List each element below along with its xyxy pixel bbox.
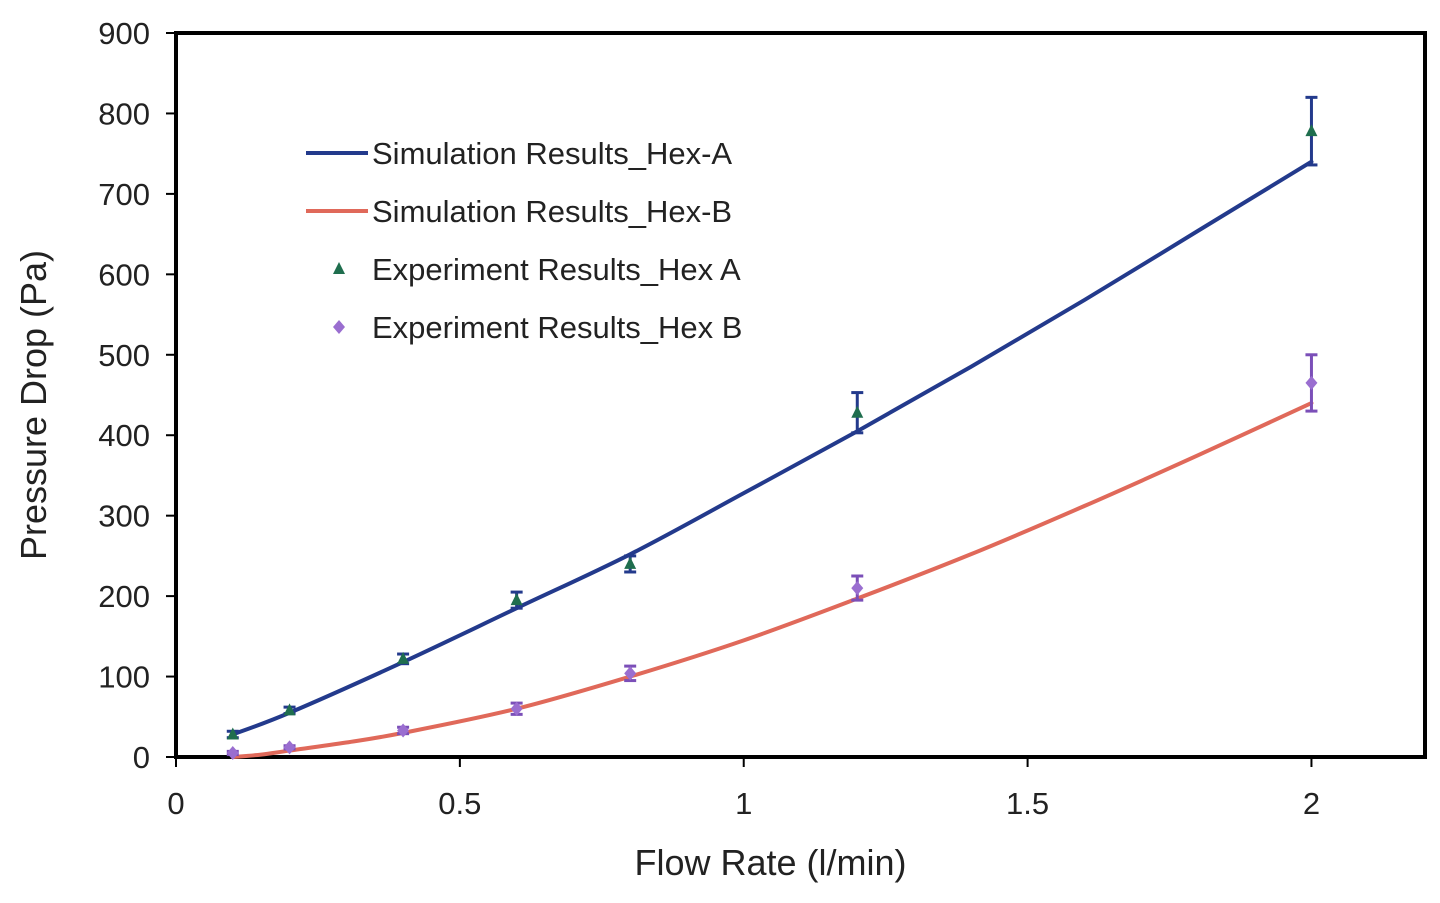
plot-area-frame (174, 31, 1427, 759)
y-axis-ticks: 0 100 200 300 400 500 600 700 800 900 (98, 16, 176, 775)
x-tick-label: 1 (735, 786, 752, 821)
y-tick-label: 100 (98, 660, 150, 695)
data-point (851, 405, 864, 418)
data-point (1305, 124, 1318, 137)
legend-label: Simulation Results_Hex-A (372, 136, 732, 171)
legend-marker-swatch (333, 320, 345, 334)
legend-label: Simulation Results_Hex-B (372, 194, 732, 229)
x-tick-label: 0.5 (438, 786, 481, 821)
series-layer (226, 95, 1318, 760)
data-point (397, 723, 410, 738)
data-point (624, 666, 637, 681)
legend-item-simulation-results-hex-a: Simulation Results_Hex-A (306, 136, 732, 171)
y-tick-label: 600 (98, 257, 150, 292)
legend-item-experiment-results-hex-b: Experiment Results_Hex B (333, 310, 742, 345)
x-tick-label: 2 (1303, 786, 1320, 821)
data-point (510, 701, 523, 716)
series-experiment-results-hex-b (226, 353, 1318, 760)
y-tick-label: 700 (98, 177, 150, 212)
legend-label: Experiment Results_Hex A (372, 252, 741, 287)
legend-item-experiment-results-hex-a: Experiment Results_Hex A (333, 252, 741, 287)
y-tick-label: 800 (98, 96, 150, 131)
data-point (397, 651, 410, 664)
legend-marker-swatch (333, 262, 345, 274)
series-line (230, 401, 1314, 759)
y-tick-label: 0 (133, 740, 150, 775)
data-point (510, 593, 523, 606)
legend-label: Experiment Results_Hex B (372, 310, 742, 345)
data-point (851, 581, 864, 596)
y-tick-label: 500 (98, 338, 150, 373)
data-point (283, 740, 296, 755)
y-tick-label: 400 (98, 418, 150, 453)
series-simulation-results-hex-a (230, 159, 1314, 737)
y-tick-label: 200 (98, 579, 150, 614)
x-axis-title: Flow Rate (l/min) (634, 842, 906, 883)
data-point (283, 703, 296, 716)
y-axis-title: Pressure Drop (Pa) (13, 250, 54, 560)
x-tick-label: 1.5 (1006, 786, 1049, 821)
legend-item-simulation-results-hex-b: Simulation Results_Hex-B (306, 194, 732, 229)
data-point (226, 745, 239, 760)
data-point (226, 727, 239, 740)
data-point (624, 556, 637, 569)
x-tick-label: 0 (167, 786, 184, 821)
y-tick-label: 300 (98, 499, 150, 534)
x-axis-ticks: 0 0.5 1 1.5 2 (167, 757, 1320, 821)
series-simulation-results-hex-b (230, 401, 1314, 759)
legend: Simulation Results_Hex-A Simulation Resul… (306, 136, 742, 345)
series-line (230, 159, 1314, 737)
data-point (1305, 375, 1318, 390)
y-tick-label: 900 (98, 16, 150, 51)
series-experiment-results-hex-a (226, 95, 1318, 740)
